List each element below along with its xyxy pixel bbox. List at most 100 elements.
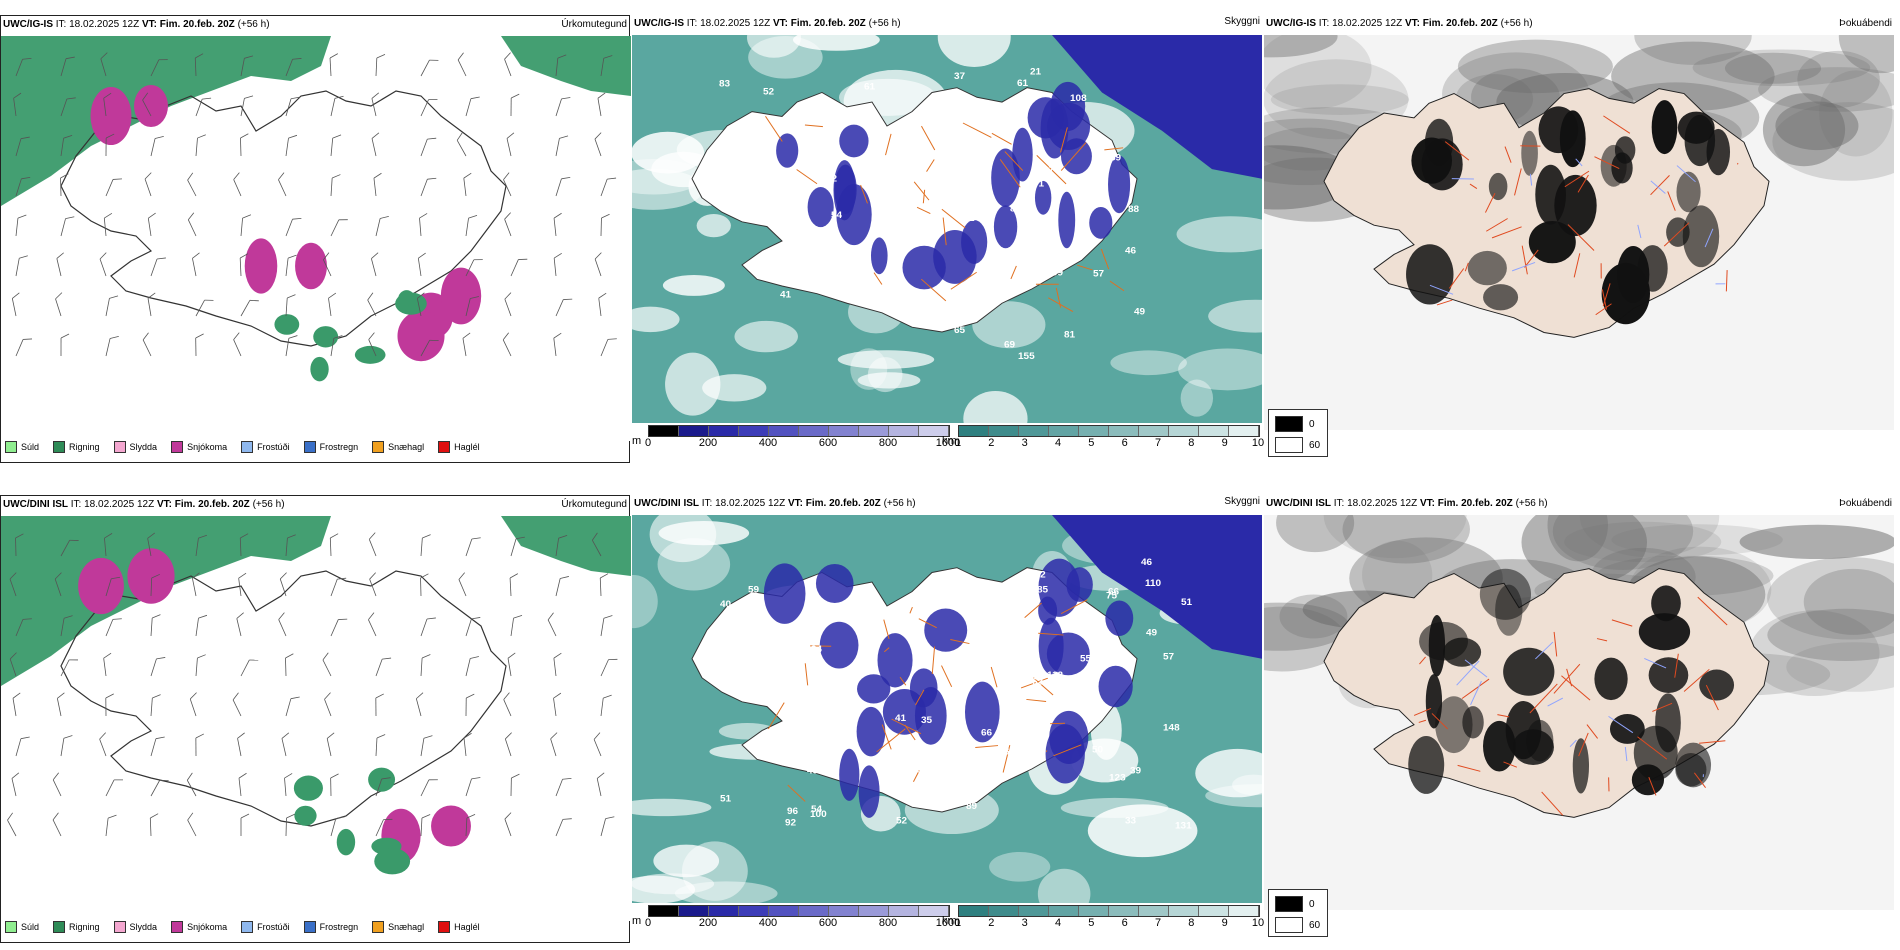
cloud-base-label: 51 <box>1181 597 1193 608</box>
colorbar-swatch <box>769 426 799 436</box>
cloud-base-label: 103 <box>1017 192 1034 203</box>
legend-label: Slydda <box>129 442 158 452</box>
colorbar-strip <box>648 425 950 437</box>
colorbar-swatch <box>829 426 859 436</box>
colorbar-swatch <box>679 906 709 916</box>
cloud-base-label: 62 <box>826 174 838 185</box>
cloud-base-label: 84 <box>947 729 959 740</box>
legend-swatch <box>113 921 126 933</box>
cloud-base-label: 49 <box>1134 307 1146 318</box>
it-value: 18.02.2025 12Z <box>84 499 155 510</box>
cloud-base-label: 150 <box>846 606 863 617</box>
fog-panel-bottom: UWC/DINI ISL IT: 18.02.2025 12Z VT: Fim.… <box>1264 495 1894 943</box>
legend-label: Snjókoma <box>187 922 228 932</box>
cloud-base-colorbar: m 0 200 400 600 800 1000 <box>632 901 960 935</box>
fog-legend-item: 60 <box>1275 917 1320 933</box>
vt-label: VT: <box>1419 498 1435 509</box>
legend-label: Rigning <box>69 922 100 932</box>
legend-item: Súld <box>5 441 39 453</box>
lead-time: (+56 h) <box>252 499 285 510</box>
colorbar-unit: km <box>942 915 957 927</box>
fog-legend: 0 60 <box>1268 889 1328 937</box>
colorbar-tick: 2 <box>988 437 995 449</box>
colorbar-swatch <box>649 426 679 436</box>
legend-swatch <box>303 441 316 453</box>
cloud-base-label: 148 <box>1163 723 1180 734</box>
colorbar-tick: 200 <box>698 917 718 929</box>
cloud-base-label: 118 <box>971 296 988 307</box>
colorbar-swatch <box>889 426 919 436</box>
it-label: IT: <box>70 499 82 510</box>
cloud-base-label: 57 <box>1093 269 1105 280</box>
cloud-base-label: 59 <box>748 585 760 596</box>
colorbar-swatch <box>1199 906 1229 916</box>
cloud-base-label: 52 <box>896 816 908 827</box>
colorbar-tick: 10 <box>1251 917 1265 929</box>
legend-item: Slydda <box>113 441 158 453</box>
legend-swatch <box>171 921 184 933</box>
cloud-base-label: 21 <box>1030 66 1042 77</box>
visibility-colorbar: km 1 2 3 4 5 6 7 8 9 10 <box>942 901 1265 935</box>
colorbar-tick: 10 <box>1251 437 1265 449</box>
colorbar-tick: 1 <box>954 437 962 449</box>
model-name: UWC/IG-IS <box>634 18 684 29</box>
colorbar-tick: 5 <box>1088 437 1095 449</box>
cloud-base-label: 92 <box>785 818 797 829</box>
cloud-base-label: 114 <box>964 213 981 224</box>
colorbar-tick: 7 <box>1154 917 1162 929</box>
colorbar-swatch <box>859 426 889 436</box>
it-label: IT: <box>686 18 698 29</box>
colorbar-swatch <box>889 906 919 916</box>
panel-header: UWC/IG-IS IT: 18.02.2025 12Z VT: Fim. 20… <box>1264 15 1894 33</box>
legend-swatch <box>438 441 451 453</box>
colorbar-swatch <box>989 426 1019 436</box>
cloud-base-label: 94 <box>811 644 823 655</box>
colorbar-swatch <box>1169 426 1199 436</box>
colorbar-tick: 5 <box>1088 917 1095 929</box>
vt-value: Fim. 20.feb. 20Z <box>1422 18 1498 29</box>
colorbar-swatch <box>959 426 989 436</box>
cloud-base-label: 110 <box>1145 578 1162 589</box>
it-label: IT: <box>701 498 713 509</box>
cloud-base-label: 82 <box>1010 203 1022 214</box>
legend-item: Frostregn <box>303 441 358 453</box>
cloud-base-label: 51 <box>1020 587 1032 598</box>
legend-label: Frostúði <box>257 922 290 932</box>
cloud-base-label: 99 <box>1052 268 1064 279</box>
it-value: 18.02.2025 12Z <box>700 18 771 29</box>
colorbar-unit: km <box>942 435 957 447</box>
colorbar-tick: 2 <box>988 917 995 929</box>
colorbar-tick: 0 <box>644 437 652 449</box>
panel-title: Úrkomutegund <box>561 19 627 30</box>
colorbar-swatch <box>1019 906 1049 916</box>
colorbar-swatch <box>859 906 889 916</box>
vt-label: VT: <box>787 498 803 509</box>
vt-label: VT: <box>772 18 788 29</box>
legend-label: Frostregn <box>319 922 359 932</box>
colorbar-swatch <box>1229 906 1259 916</box>
colorbar-swatch <box>1019 426 1049 436</box>
colorbar-ticks: 0 200 400 600 800 1000 <box>644 437 960 451</box>
cloud-base-label: 41 <box>895 713 907 724</box>
colorbar-swatch <box>919 426 949 436</box>
lead-time: (+56 h) <box>1500 18 1533 29</box>
lead-time: (+56 h) <box>1515 498 1548 509</box>
visibility-map: 61 61 57 49 59 92 71 91 81 83 118 97 74 99 108 155 88 54 6… <box>632 35 1262 423</box>
fog-legend-swatch <box>1275 416 1303 432</box>
colorbar-swatch <box>959 906 989 916</box>
cloud-base-label: 155 <box>1018 351 1035 362</box>
colorbar-tick: 1 <box>954 917 962 929</box>
colorbar-tick: 600 <box>818 437 838 449</box>
cloud-base-label: 75 <box>1106 591 1118 602</box>
model-name: UWC/DINI ISL <box>1266 498 1331 509</box>
colorbar-swatch <box>1139 426 1169 436</box>
visibility-colorbar: km 1 2 3 4 5 6 7 8 9 10 <box>942 421 1265 455</box>
colorbar-swatch <box>799 426 829 436</box>
legend-label: Frostúði <box>257 442 290 452</box>
panel-header: UWC/DINI ISL IT: 18.02.2025 12Z VT: Fim.… <box>632 495 1262 513</box>
cloud-base-label: 96 <box>787 806 799 817</box>
legend-label: Súld <box>21 442 40 452</box>
legend-item: Snjókoma <box>171 921 227 933</box>
fog-legend-label: 0 <box>1309 898 1315 910</box>
colorbar-tick: 4 <box>1054 437 1062 449</box>
